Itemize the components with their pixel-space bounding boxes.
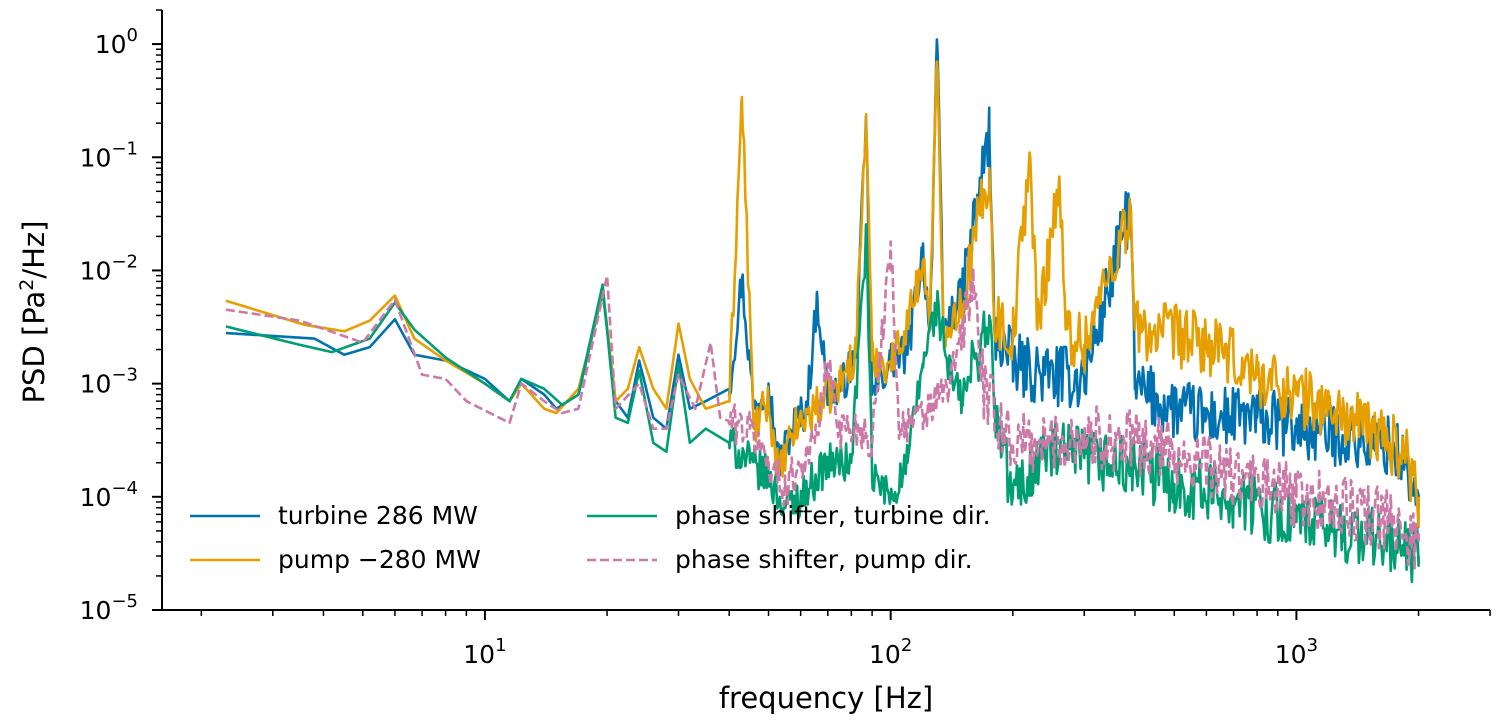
y-tick-label: 10−1 (80, 138, 138, 172)
legend-label-3: phase shifter, pump dir. (675, 545, 973, 574)
y-axis-title: PSD [Pa2/Hz] (16, 221, 51, 404)
x-tick-label: 101 (463, 635, 506, 669)
legend: turbine 286 MW pump −280 MW phase shifter,… (190, 501, 991, 574)
series-line-0 (225, 38, 1420, 508)
legend-label-1: pump −280 MW (278, 545, 481, 574)
y-tick-label: 10−3 (80, 365, 138, 399)
x-tick-label: 102 (869, 635, 912, 669)
x-tick-label: 103 (1275, 635, 1318, 669)
y-tick-label: 100 (95, 25, 138, 59)
ticks: 101 102 103 100 10−1 10−2 10−3 10−4 10−5 (80, 9, 1491, 669)
axes (161, 10, 1490, 611)
y-tick-label: 10−5 (80, 591, 138, 625)
x-axis-title: frequency [Hz] (719, 681, 933, 715)
y-tick-label: 10−2 (80, 251, 138, 285)
series-line-3 (225, 240, 1420, 571)
series-layer (225, 38, 1420, 584)
legend-label-0: turbine 286 MW (278, 501, 478, 530)
legend-label-2: phase shifter, turbine dir. (675, 501, 991, 530)
y-tick-label: 10−4 (80, 478, 138, 512)
